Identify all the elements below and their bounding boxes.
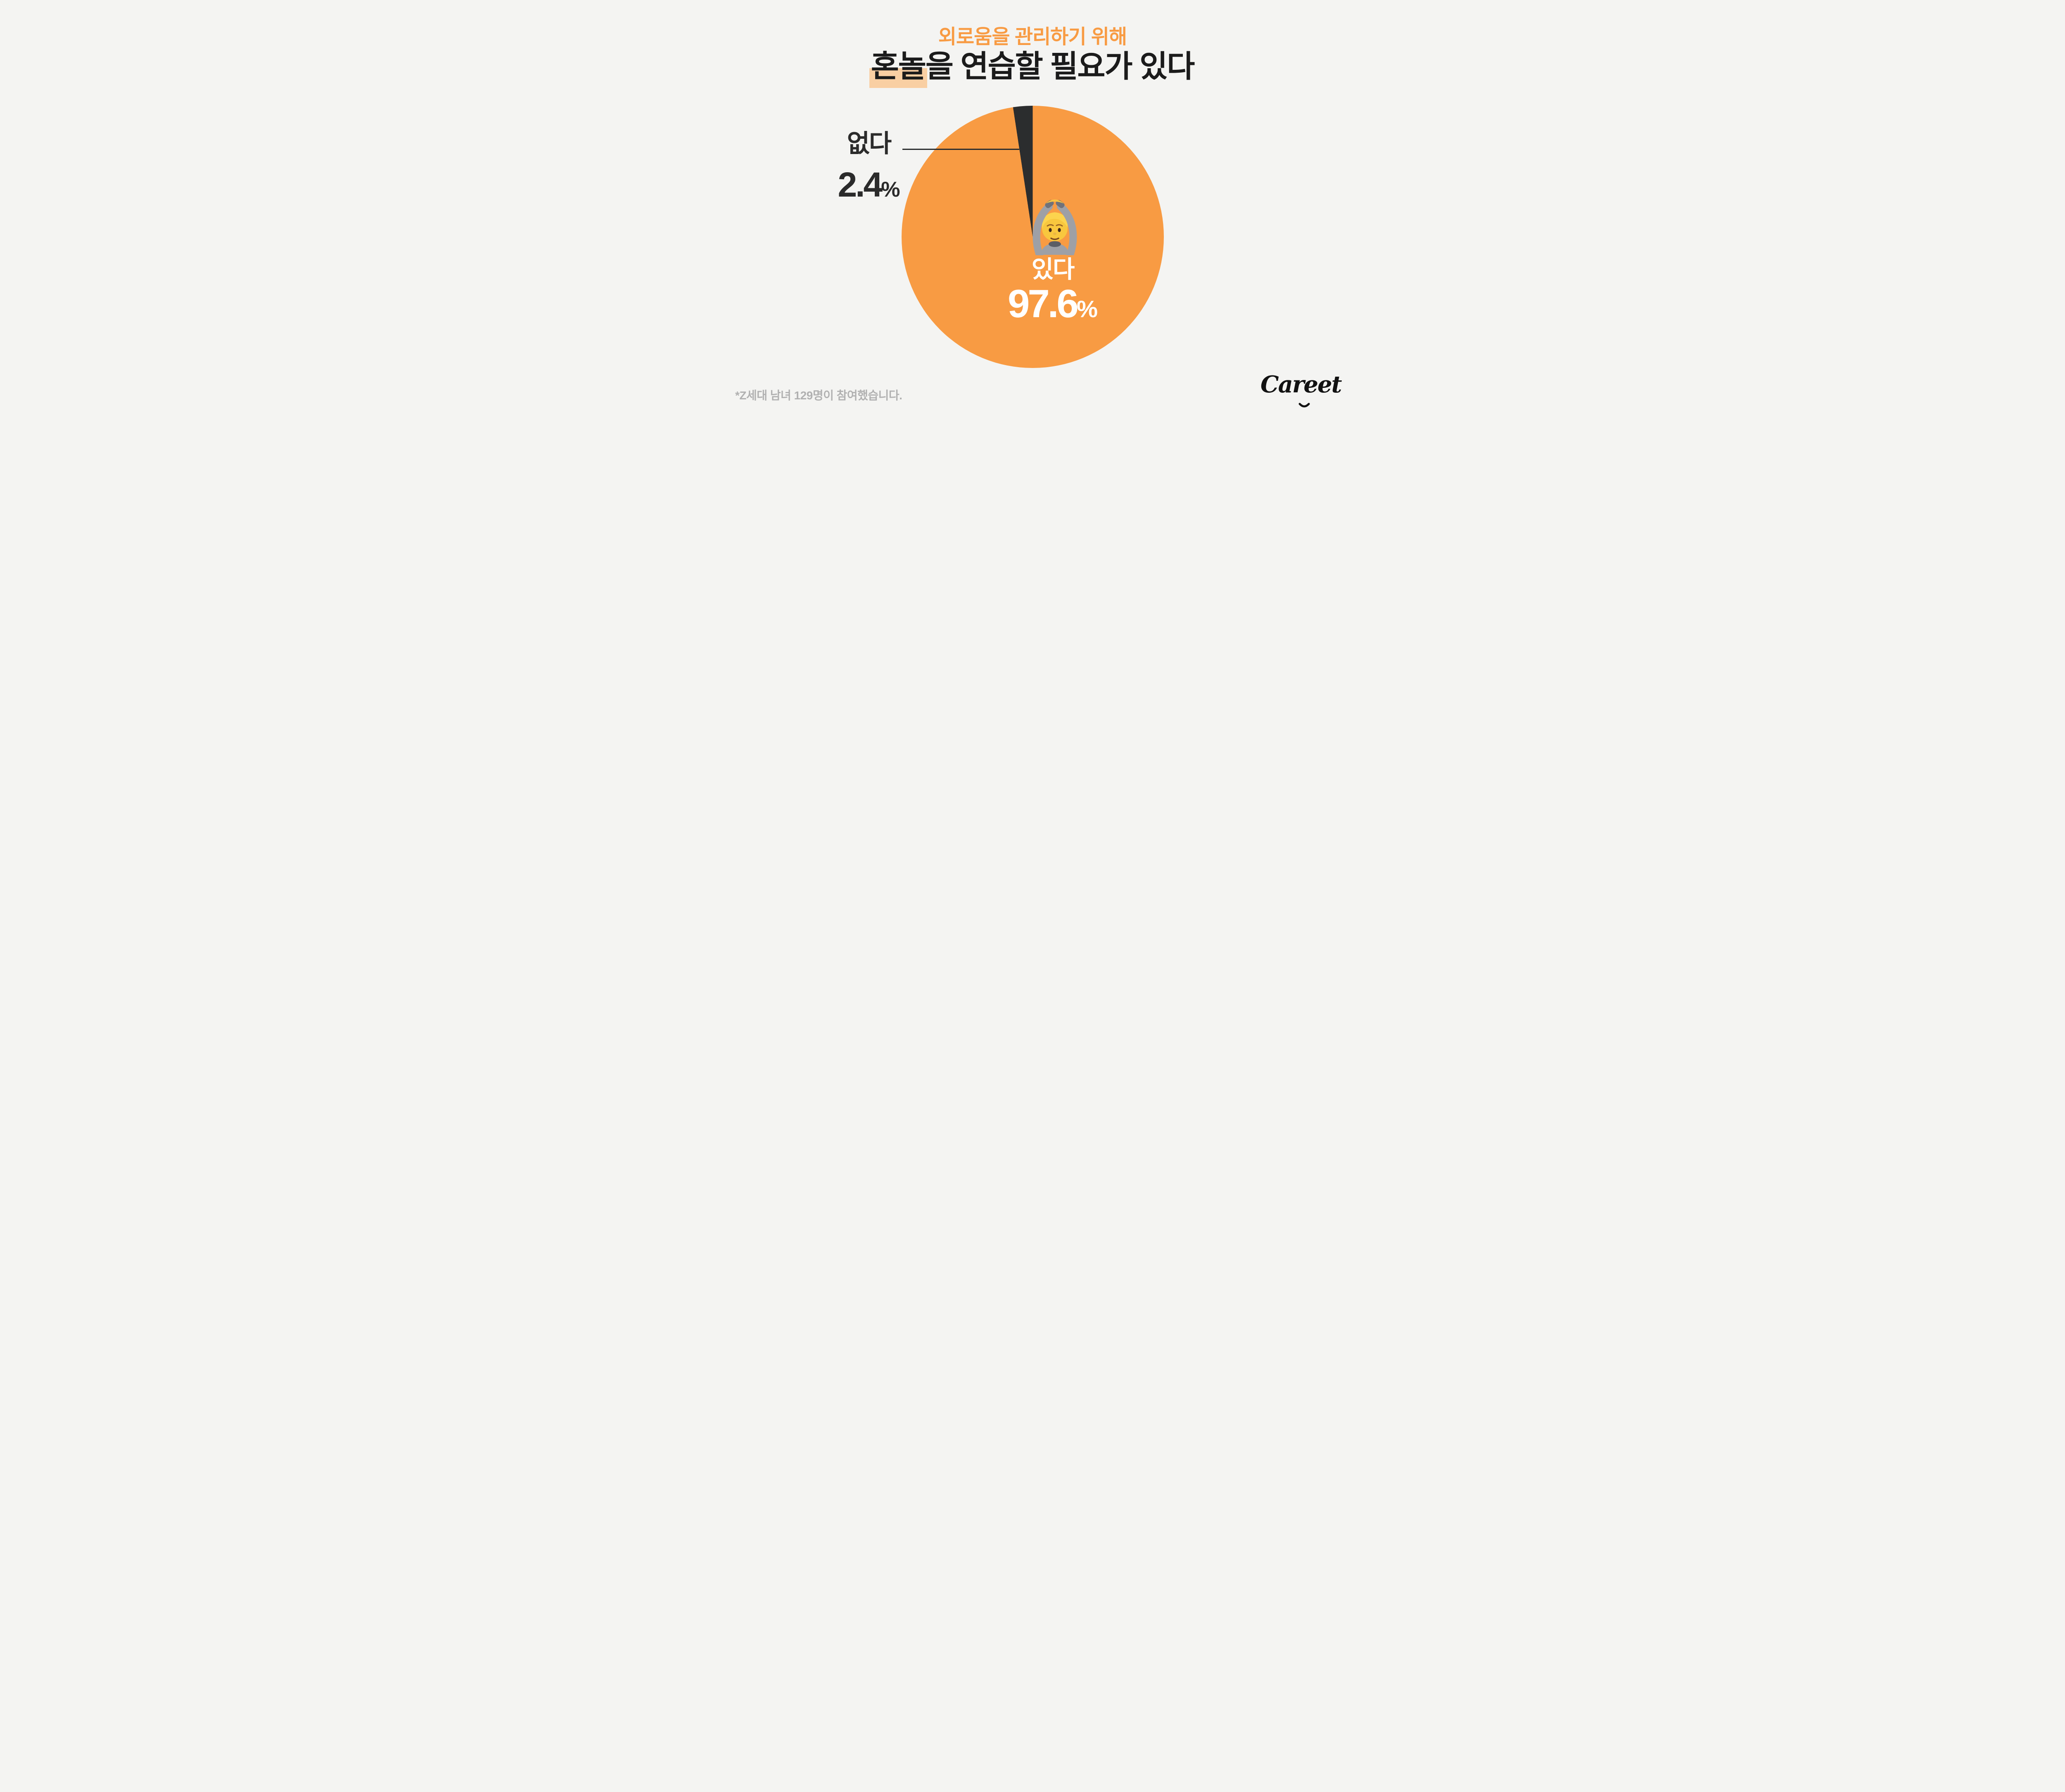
title-rest: 을 연습할 필요가 있다 bbox=[925, 49, 1195, 83]
title-highlighted-word: 혼놀 bbox=[869, 49, 928, 88]
emoji-head bbox=[1042, 216, 1068, 241]
yes-slice-name: 있다 bbox=[1031, 256, 1075, 283]
careet-logo-text: Careet bbox=[1260, 371, 1342, 398]
percent-sign: % bbox=[881, 178, 900, 202]
yes-slice-label: 있다 97.6% bbox=[991, 258, 1115, 324]
emoji-mouth bbox=[1050, 237, 1059, 240]
yes-slice-value: 97.6% bbox=[1007, 282, 1098, 326]
emoji-arm-right bbox=[1057, 203, 1077, 255]
emoji-eyebrow-right bbox=[1056, 224, 1063, 227]
emoji-cuff-left bbox=[1045, 200, 1054, 208]
emoji-cuff-right bbox=[1056, 200, 1065, 208]
emoji-eye-right bbox=[1058, 228, 1061, 232]
logo-smile-icon bbox=[1298, 403, 1310, 408]
subtitle: 외로움을 관리하기 위해 bbox=[938, 26, 1127, 48]
no-slice-label: 없다 2.4% bbox=[819, 131, 919, 202]
percent-sign: % bbox=[1076, 296, 1098, 323]
emoji-eye-left bbox=[1049, 228, 1052, 232]
careet-logo: Careet bbox=[1260, 373, 1342, 418]
emoji-collar bbox=[1049, 241, 1061, 247]
page-title: 혼놀을 연습할 필요가 있다 bbox=[709, 49, 1356, 88]
emoji-hands bbox=[1046, 199, 1064, 204]
footnote: *Z세대 남녀 129명이 참여했습니다. bbox=[735, 389, 902, 402]
emoji-eyebrow-left bbox=[1047, 224, 1054, 227]
no-slice-name: 없다 bbox=[847, 130, 892, 157]
infographic-canvas: 외로움을 관리하기 위해 혼놀을 연습할 필요가 있다 없다 2.4% bbox=[709, 0, 1356, 434]
emoji-nose bbox=[1053, 233, 1056, 235]
emoji-hair bbox=[1042, 212, 1068, 229]
emoji-torso bbox=[1041, 243, 1069, 255]
leader-line bbox=[902, 149, 1019, 150]
emoji-arm-left bbox=[1032, 203, 1053, 255]
person-gesturing-ok-emoji bbox=[1026, 192, 1084, 255]
no-slice-value: 2.4% bbox=[838, 165, 900, 204]
